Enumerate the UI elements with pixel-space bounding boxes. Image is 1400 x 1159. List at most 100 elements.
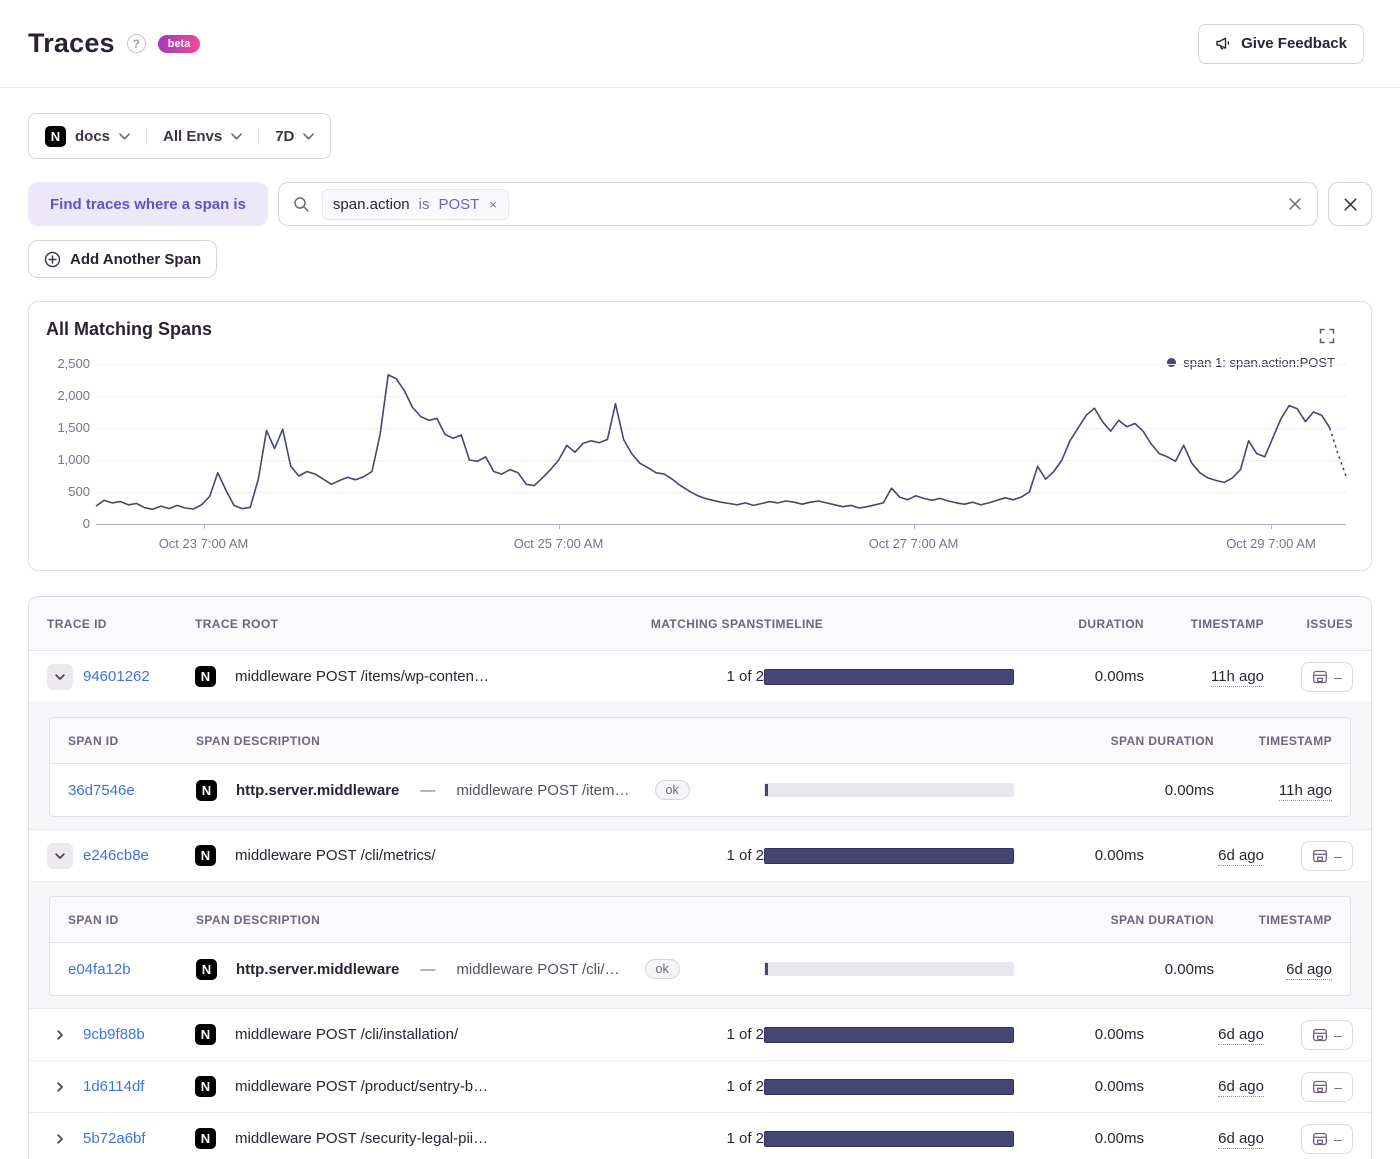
environment-filter[interactable]: All Envs bbox=[146, 127, 258, 145]
no-issues-dash: – bbox=[1334, 1026, 1342, 1043]
give-feedback-button[interactable]: Give Feedback bbox=[1198, 23, 1364, 64]
clear-search-icon[interactable] bbox=[1287, 196, 1303, 212]
table-body: 94601262 N middleware POST /items/wp-con… bbox=[29, 651, 1371, 1159]
separator-dash: — bbox=[420, 781, 436, 799]
chevron-down-icon bbox=[231, 132, 243, 140]
trace-root-text: middleware POST /cli/metrics/ bbox=[235, 847, 436, 864]
span-duration-value: 0.00ms bbox=[1164, 960, 1214, 978]
timeline-bar[interactable] bbox=[764, 1026, 1014, 1043]
line-chart-plot[interactable]: 0 500 1,000 1,500 2,000 2,500 Oct 23 7:00 AM Oc… bbox=[57, 356, 1347, 551]
duration-value: 0.00ms bbox=[1094, 1130, 1144, 1147]
legend-label: span 1: span.action:POST bbox=[1183, 355, 1335, 370]
issues-icon bbox=[1313, 1132, 1328, 1145]
timeline-bar[interactable] bbox=[764, 1130, 1014, 1147]
x-axis-tick bbox=[203, 524, 205, 529]
span-timestamp-value[interactable]: 6d ago bbox=[1286, 960, 1332, 980]
nextjs-project-icon: N bbox=[195, 1128, 216, 1149]
issues-button[interactable]: – bbox=[1301, 1071, 1353, 1102]
span-search-input[interactable]: span.action is POST × bbox=[277, 182, 1318, 226]
issues-icon bbox=[1313, 1028, 1328, 1041]
matching-spans-count: 1 of 2 bbox=[726, 668, 764, 685]
span-id-link[interactable]: 36d7546e bbox=[68, 781, 135, 799]
issues-icon bbox=[1313, 849, 1328, 862]
trace-id-link[interactable]: 94601262 bbox=[83, 668, 150, 685]
table-header-row: TRACE ID TRACE ROOT MATCHING SPANS TIMEL… bbox=[29, 597, 1371, 651]
y-axis-tick-label: 1,000 bbox=[57, 452, 90, 467]
span-row: 36d7546e N http.server.middleware — midd… bbox=[50, 764, 1350, 816]
trace-root-text: middleware POST /security-legal-pii… bbox=[235, 1130, 489, 1147]
col-trace-root: TRACE ROOT bbox=[195, 616, 279, 631]
y-axis-tick-label: 2,500 bbox=[57, 356, 90, 371]
span-row: e04fa12b N http.server.middleware — midd… bbox=[50, 943, 1350, 995]
x-axis-tick-label: Oct 29 7:00 AM bbox=[1226, 536, 1316, 551]
timeline-bar[interactable] bbox=[764, 847, 1014, 864]
timeline-bar[interactable] bbox=[764, 668, 1014, 685]
timestamp-value[interactable]: 6d ago bbox=[1218, 1026, 1264, 1045]
col-trace-id: TRACE ID bbox=[47, 616, 107, 631]
help-icon[interactable]: ? bbox=[126, 34, 146, 53]
span-description-text: middleware POST /item… bbox=[456, 781, 630, 799]
add-another-span-button[interactable]: Add Another Span bbox=[28, 240, 218, 278]
issues-button[interactable]: – bbox=[1301, 1019, 1353, 1050]
expand-chevron[interactable] bbox=[47, 1022, 73, 1048]
span-id-link[interactable]: e04fa12b bbox=[68, 960, 131, 978]
trace-id-link[interactable]: e246cb8e bbox=[83, 847, 149, 864]
expand-chevron[interactable] bbox=[47, 663, 73, 690]
remove-span-filter-button[interactable] bbox=[1328, 182, 1372, 226]
trace-id-link[interactable]: 9cb9f88b bbox=[83, 1026, 145, 1043]
date-range-filter[interactable]: 7D bbox=[258, 127, 330, 145]
gridline bbox=[96, 492, 1346, 493]
timestamp-value[interactable]: 6d ago bbox=[1218, 1130, 1264, 1149]
col-timeline: TIMELINE bbox=[764, 616, 824, 631]
issues-button[interactable]: – bbox=[1301, 1123, 1353, 1154]
issues-icon bbox=[1313, 1080, 1328, 1093]
issues-button[interactable]: – bbox=[1301, 661, 1353, 692]
span-timestamp-value[interactable]: 11h ago bbox=[1278, 781, 1332, 801]
expand-chevron[interactable] bbox=[47, 842, 73, 869]
gridline bbox=[96, 460, 1346, 461]
trace-id-link[interactable]: 5b72a6bf bbox=[83, 1130, 146, 1147]
span-status-badge: ok bbox=[654, 780, 690, 800]
fullscreen-icon[interactable] bbox=[1319, 328, 1335, 344]
timestamp-value[interactable]: 6d ago bbox=[1218, 847, 1264, 866]
matching-spans-count: 1 of 2 bbox=[726, 847, 764, 864]
timeline-bar[interactable] bbox=[764, 1078, 1014, 1095]
legend-dot bbox=[1167, 358, 1177, 367]
y-axis-tick-label: 0 bbox=[82, 516, 90, 531]
traces-table: TRACE ID TRACE ROOT MATCHING SPANS TIMEL… bbox=[28, 596, 1372, 1159]
span-timeline-bar[interactable] bbox=[764, 962, 1014, 976]
nextjs-project-icon: N bbox=[45, 125, 66, 147]
expand-chevron[interactable] bbox=[47, 1126, 73, 1152]
search-token[interactable]: span.action is POST × bbox=[321, 188, 509, 220]
span-status-badge: ok bbox=[644, 959, 680, 979]
timestamp-value[interactable]: 11h ago bbox=[1210, 668, 1264, 687]
trace-row: 9cb9f88b N middleware POST /cli/installa… bbox=[29, 1009, 1371, 1061]
trace-row: 5b72a6bf N middleware POST /security-leg… bbox=[29, 1113, 1371, 1159]
col-matching-spans: MATCHING SPANS bbox=[650, 616, 764, 631]
expand-chevron[interactable] bbox=[47, 1074, 73, 1100]
col-span-description: SPAN DESCRIPTION bbox=[196, 733, 321, 748]
col-span-id: SPAN ID bbox=[68, 912, 119, 927]
span-timeline-bar[interactable] bbox=[764, 783, 1014, 797]
span-description-text: middleware POST /cli/… bbox=[456, 960, 620, 978]
span-table-header: SPAN ID SPAN DESCRIPTION SPAN DURATION T… bbox=[50, 897, 1350, 943]
expanded-spans-panel: SPAN ID SPAN DESCRIPTION SPAN DURATION T… bbox=[29, 703, 1371, 830]
token-remove-icon[interactable]: × bbox=[489, 196, 497, 212]
project-filter[interactable]: N docs bbox=[29, 125, 146, 147]
trace-id-link[interactable]: 1d6114df bbox=[83, 1078, 145, 1095]
duration-value: 0.00ms bbox=[1094, 668, 1144, 685]
filter-bar: N docs All Envs 7D bbox=[28, 113, 332, 159]
trace-row: e246cb8e N middleware POST /cli/metrics/… bbox=[29, 830, 1371, 882]
separator-dash: — bbox=[420, 960, 436, 978]
timestamp-value[interactable]: 6d ago bbox=[1218, 1078, 1264, 1097]
y-axis-tick-label: 500 bbox=[68, 484, 90, 499]
issues-button[interactable]: – bbox=[1301, 840, 1353, 871]
beta-badge: beta bbox=[157, 34, 201, 53]
col-span-description: SPAN DESCRIPTION bbox=[196, 912, 321, 927]
chevron-down-icon bbox=[119, 132, 130, 140]
nextjs-project-icon: N bbox=[195, 666, 216, 687]
trace-root-text: middleware POST /product/sentry-b… bbox=[235, 1078, 489, 1095]
duration-value: 0.00ms bbox=[1094, 1026, 1144, 1043]
gridline bbox=[96, 428, 1346, 429]
no-issues-dash: – bbox=[1334, 847, 1342, 864]
